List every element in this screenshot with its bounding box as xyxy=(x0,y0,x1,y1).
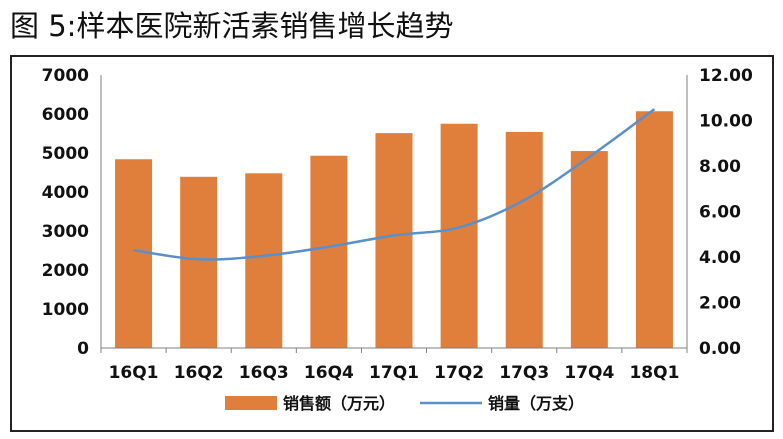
bar-16Q1 xyxy=(115,159,153,348)
right-tick-label: 2.00 xyxy=(699,294,741,314)
category-label: 17Q2 xyxy=(434,363,484,383)
legend-label-sales-amount: 销售额（万元） xyxy=(283,394,395,413)
chart-frame: 0 1000 2000 3000 4000 5000 6000 7000 0.00 2.00 4.… xyxy=(10,55,774,432)
bar-17Q2 xyxy=(440,123,478,348)
legend-label-sales-volume: 销量（万支） xyxy=(488,394,584,413)
figure-title: 图 5:样本医院新活素销售增长趋势 xyxy=(10,9,454,43)
left-tick-label: 4000 xyxy=(42,183,89,203)
left-tick-label: 1000 xyxy=(42,300,89,320)
category-label: 16Q3 xyxy=(239,363,289,383)
right-tick-label: 0.00 xyxy=(699,339,741,359)
right-tick-label: 10.00 xyxy=(699,112,753,132)
category-label: 16Q1 xyxy=(109,363,159,383)
right-tick-label: 8.00 xyxy=(699,157,741,177)
left-tick-label: 7000 xyxy=(42,66,89,86)
category-labels: 16Q1 16Q2 16Q3 16Q4 17Q1 17Q2 17Q3 17Q4 18Q1 xyxy=(109,363,680,383)
left-tick-label: 2000 xyxy=(42,261,89,281)
category-label: 16Q4 xyxy=(304,363,354,383)
bar-16Q2 xyxy=(180,176,218,348)
bar-17Q4 xyxy=(570,151,608,348)
bar-16Q3 xyxy=(245,173,283,348)
right-tick-label: 12.00 xyxy=(699,66,753,86)
left-tick-label: 0 xyxy=(77,339,89,359)
category-label: 17Q4 xyxy=(564,363,614,383)
left-axis-ticks: 0 1000 2000 3000 4000 5000 6000 7000 xyxy=(42,66,89,359)
axes xyxy=(100,75,688,353)
category-label: 16Q2 xyxy=(174,363,224,383)
left-tick-label: 3000 xyxy=(42,222,89,242)
category-label: 18Q1 xyxy=(629,363,679,383)
right-axis-ticks: 0.00 2.00 4.00 6.00 8.00 10.00 12.00 xyxy=(699,66,753,359)
bar-series xyxy=(115,111,673,348)
bar-17Q3 xyxy=(505,131,543,348)
chart-svg: 0 1000 2000 3000 4000 5000 6000 7000 0.00 2.00 4.… xyxy=(42,66,753,413)
bar-17Q1 xyxy=(375,133,413,348)
category-label: 17Q1 xyxy=(369,363,419,383)
category-label: 17Q3 xyxy=(499,363,549,383)
line-series xyxy=(133,108,656,261)
left-tick-label: 6000 xyxy=(42,105,89,125)
bar-16Q4 xyxy=(310,155,348,348)
right-tick-label: 4.00 xyxy=(699,248,741,268)
legend: 销售额（万元） 销量（万支） xyxy=(225,394,584,413)
right-tick-label: 6.00 xyxy=(699,203,741,223)
left-tick-label: 5000 xyxy=(42,144,89,164)
legend-bar-swatch xyxy=(225,396,277,410)
bar-18Q1 xyxy=(635,111,673,348)
